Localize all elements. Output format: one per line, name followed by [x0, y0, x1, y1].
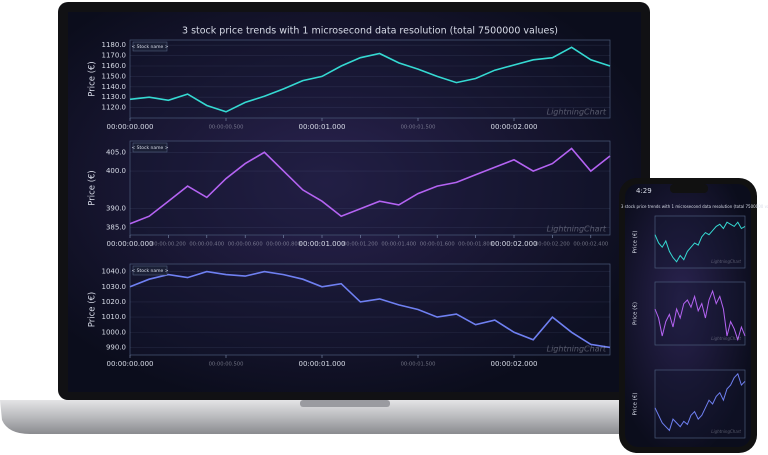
- price-line: [654, 289, 746, 342]
- x-tick-label: 00:00:01.000: [298, 360, 345, 368]
- legend-entry: < Stock name >: [131, 145, 168, 151]
- x-tick-label: 00:00:00.000: [106, 240, 153, 248]
- price-line: [129, 270, 611, 349]
- x-tick-label: 00:00:01.500: [401, 362, 436, 368]
- phone-notch: [670, 184, 708, 193]
- x-tick-label: 00:00:01.000: [298, 240, 345, 248]
- y-tick-label: 1120.0: [102, 104, 127, 112]
- x-tick-label: 00:00:02.000: [490, 123, 537, 131]
- x-tick-label: 00:00:00.500: [209, 362, 244, 368]
- y-axis-label: Price (€): [88, 292, 98, 327]
- y-tick-label: 405.0: [106, 148, 126, 156]
- y-tick-label: 1130.0: [102, 93, 127, 101]
- x-tick-label: 00:00:01.000: [298, 123, 345, 131]
- x-tick-label: 00:00:00.000: [106, 360, 153, 368]
- y-axis-label: Price (€): [88, 61, 98, 96]
- y-tick-label: 1170.0: [102, 52, 127, 60]
- y-tick-label: 1180.0: [102, 41, 127, 49]
- y-axis-label: Price (€): [633, 393, 639, 416]
- plot-area: [654, 369, 746, 439]
- status-time: 4:29: [636, 187, 652, 195]
- watermark: LightningChart: [547, 225, 607, 234]
- chart-title: 3 stock price trends with 1 microsecond …: [621, 204, 768, 209]
- x-tick-label: 00:00:01.400: [381, 242, 416, 248]
- y-tick-label: 1020.0: [102, 298, 127, 306]
- plot-area: [129, 140, 611, 236]
- y-tick-label: 1000.0: [102, 328, 127, 336]
- price-line: [129, 46, 611, 113]
- x-tick-label: 00:00:00.400: [189, 242, 224, 248]
- laptop-screen: [68, 12, 641, 392]
- legend-entry: < Stock name >: [131, 268, 168, 274]
- y-tick-label: 1150.0: [102, 72, 127, 80]
- plot-area: [129, 39, 611, 119]
- legend-box: [132, 265, 168, 276]
- chart-title: 3 stock price trends with 1 microsecond …: [182, 26, 558, 37]
- y-tick-label: 1160.0: [102, 62, 127, 70]
- y-tick-label: 990.0: [106, 343, 126, 351]
- x-tick-label: 00:00:00.200: [151, 242, 186, 248]
- x-tick-label: 00:00:02.000: [490, 240, 537, 248]
- price-line: [654, 221, 746, 263]
- legend-entry: < Stock name >: [131, 44, 168, 50]
- x-tick-label: 00:00:01.500: [401, 125, 436, 131]
- legend-box: [132, 142, 168, 153]
- y-axis-label: Price (€): [633, 302, 639, 325]
- x-tick-label: 00:00:01.800: [458, 242, 493, 248]
- x-tick-label: 00:00:02.200: [535, 242, 570, 248]
- price-line: [129, 147, 611, 225]
- x-tick-label: 00:00:00.800: [266, 242, 301, 248]
- y-tick-label: 1040.0: [102, 268, 127, 276]
- plot-area: [654, 281, 746, 346]
- watermark: LightningChart: [711, 336, 741, 341]
- laptop-base: [0, 400, 690, 434]
- y-tick-label: 1140.0: [102, 83, 127, 91]
- y-tick-label: 390.0: [106, 205, 126, 213]
- y-tick-label: 385.0: [106, 223, 126, 231]
- y-axis-label: Price (€): [633, 231, 639, 254]
- y-tick-label: 1010.0: [102, 313, 127, 321]
- x-tick-label: 00:00:01.600: [420, 242, 455, 248]
- watermark: LightningChart: [547, 345, 607, 354]
- x-tick-label: 00:00:02.000: [490, 360, 537, 368]
- phone-screen: [625, 184, 751, 447]
- x-tick-label: 00:00:00.500: [209, 125, 244, 131]
- watermark: LightningChart: [711, 259, 741, 264]
- x-tick-label: 00:00:02.400: [573, 242, 608, 248]
- watermark: LightningChart: [711, 429, 741, 434]
- legend-box: [132, 41, 168, 52]
- laptop-notch: [300, 400, 390, 407]
- price-line: [654, 372, 746, 432]
- plot-area: [129, 263, 611, 356]
- x-tick-label: 00:00:01.200: [343, 242, 378, 248]
- watermark: LightningChart: [547, 108, 607, 117]
- y-tick-label: 1030.0: [102, 283, 127, 291]
- y-tick-label: 400.0: [106, 167, 126, 175]
- x-tick-label: 00:00:00.000: [106, 123, 153, 131]
- y-axis-label: Price (€): [88, 170, 98, 205]
- x-tick-label: 00:00:00.600: [228, 242, 263, 248]
